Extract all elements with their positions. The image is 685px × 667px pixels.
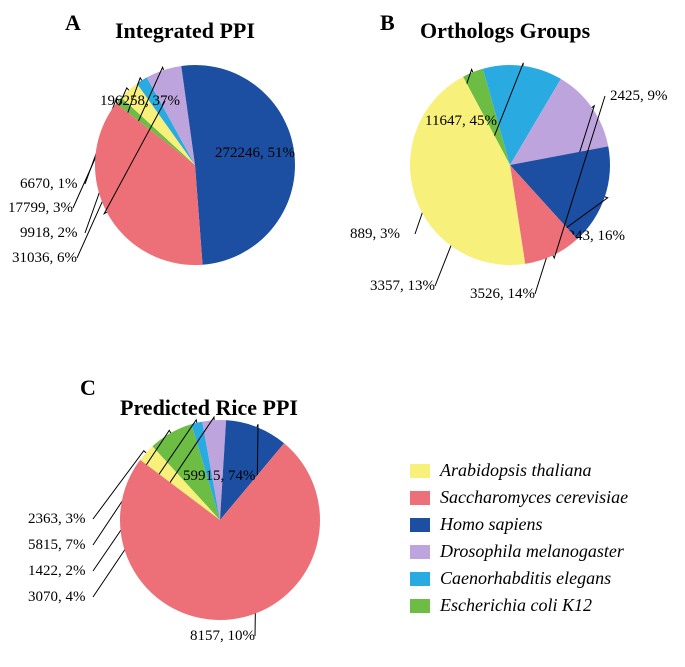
slice-label: 8157, 10% xyxy=(190,628,255,644)
species-legend: Arabidopsis thaliana Saccharomyces cerevi… xyxy=(410,460,628,622)
slice-label: 5815, 7% xyxy=(28,537,86,553)
legend-label: Homo sapiens xyxy=(440,514,543,535)
slice-label: 2425, 9% xyxy=(610,88,668,104)
legend-label: Saccharomyces cerevisiae xyxy=(440,487,628,508)
legend-label: Escherichia coli K12 xyxy=(440,595,592,616)
slice-label: 3526, 14% xyxy=(470,286,535,302)
slice-label: 9918, 2% xyxy=(20,225,78,241)
figure-stage: A B C Integrated PPI Orthologs Groups Pr… xyxy=(0,0,685,667)
legend-swatch xyxy=(410,491,430,505)
legend-swatch xyxy=(410,572,430,586)
legend-row: Saccharomyces cerevisiae xyxy=(410,487,628,508)
slice-label: 1422, 2% xyxy=(28,563,86,579)
legend-row: Escherichia coli K12 xyxy=(410,595,628,616)
slice-label: 889, 3% xyxy=(350,226,400,242)
legend-swatch xyxy=(410,545,430,559)
slice-label: 3357, 13% xyxy=(370,278,435,294)
legend-label: Caenorhabditis elegans xyxy=(440,568,611,589)
legend-swatch xyxy=(410,599,430,613)
legend-swatch xyxy=(410,464,430,478)
slice-label: 11647, 45% xyxy=(425,113,497,129)
slice-label: 272246, 51% xyxy=(215,145,295,161)
legend-swatch xyxy=(410,518,430,532)
slice-label: 196258, 37% xyxy=(100,93,180,109)
slice-label: 3070, 4% xyxy=(28,589,86,605)
legend-label: Drosophila melanogaster xyxy=(440,541,624,562)
legend-row: Homo sapiens xyxy=(410,514,628,535)
slice-label: 6670, 1% xyxy=(20,176,78,192)
legend-row: Arabidopsis thaliana xyxy=(410,460,628,481)
legend-row: Drosophila melanogaster xyxy=(410,541,628,562)
slice-label: 59915, 74% xyxy=(183,468,256,484)
slice-label: 2363, 3% xyxy=(28,511,86,527)
slice-label: 17799, 3% xyxy=(8,200,73,216)
legend-row: Caenorhabditis elegans xyxy=(410,568,628,589)
legend-label: Arabidopsis thaliana xyxy=(440,460,592,481)
slice-label: 31036, 6% xyxy=(12,250,77,266)
